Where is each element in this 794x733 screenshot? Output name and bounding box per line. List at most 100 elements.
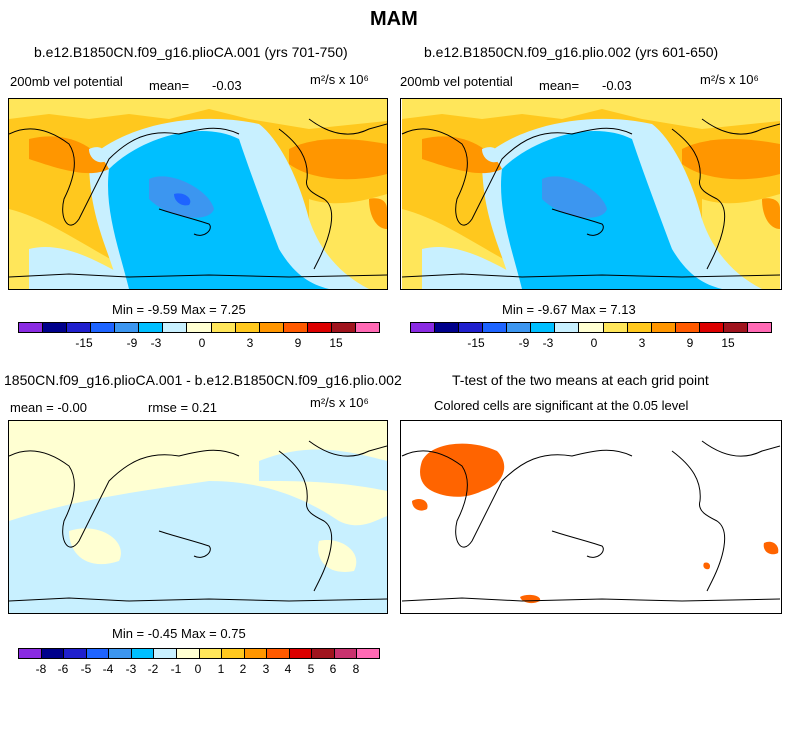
- colorbar-swatch: [579, 323, 604, 332]
- colorbar-swatch: [115, 323, 140, 332]
- field-band: [69, 528, 121, 565]
- colorbar-swatch: [64, 649, 87, 658]
- field-band: [682, 139, 780, 180]
- colorbar-swatch: [176, 649, 200, 658]
- panel2-colorbar: [410, 322, 772, 333]
- significant-region: [763, 541, 779, 555]
- field-band: [289, 139, 387, 180]
- colorbar-tick-label: 0: [198, 336, 206, 350]
- field-band: [542, 176, 607, 218]
- panel4-note: Colored cells are significant at the 0.0…: [434, 398, 689, 413]
- panel1-variable-label: 200mb vel potential: [10, 74, 123, 89]
- colorbar-tick-label: -6: [57, 662, 69, 676]
- colorbar-swatch: [41, 649, 65, 658]
- colorbar-swatch: [131, 649, 155, 658]
- panel2-mean-label: mean=: [539, 78, 580, 93]
- panel4-significance-plot: [401, 421, 781, 613]
- colorbar-tick-label: 5: [307, 662, 315, 676]
- colorbar-swatch: [723, 323, 748, 332]
- coastlines: [401, 118, 781, 278]
- panel2-variable-label: 200mb vel potential: [400, 74, 513, 89]
- colorbar-swatch: [627, 323, 652, 332]
- colorbar-swatch: [675, 323, 700, 332]
- panel1-colorbar: [18, 322, 380, 333]
- colorbar-swatch: [267, 649, 290, 658]
- colorbar-tick-label: 1: [217, 662, 225, 676]
- colorbar-tick-label: 0: [590, 336, 598, 350]
- panel3-rmse: rmse = 0.21: [148, 400, 218, 415]
- colorbar-swatch: [163, 323, 188, 332]
- colorbar-swatch: [19, 323, 44, 332]
- field-band: [482, 147, 500, 163]
- panel3-colorbar: [18, 648, 380, 659]
- colorbar-tick-label: 9: [294, 336, 302, 350]
- panel2-contour-plot: [401, 99, 781, 289]
- panel1-mean-value: -0.03: [212, 78, 242, 93]
- field-band: [369, 198, 387, 229]
- figure-title: MAM: [370, 8, 418, 30]
- colorbar-swatch: [555, 323, 580, 332]
- panel2-map: [400, 98, 782, 290]
- colorbar-swatch: [187, 323, 212, 332]
- panel3-units: m²/s x 10⁶: [310, 395, 369, 410]
- significant-region: [420, 443, 505, 497]
- colorbar-swatch: [222, 649, 245, 658]
- colorbar-swatch: [603, 323, 628, 332]
- colorbar-tick-label: 15: [721, 336, 735, 350]
- colorbar-tick-label: 9: [686, 336, 694, 350]
- colorbar-tick-label: 6: [329, 662, 337, 676]
- panel2-title: b.e12.B1850CN.f09_g16.plio.002 (yrs 601-…: [424, 44, 719, 60]
- colorbar-swatch: [91, 323, 116, 332]
- colorbar-tick-label: -8: [35, 662, 47, 676]
- colorbar-swatch: [259, 323, 284, 332]
- colorbar-tick-label: 3: [246, 336, 254, 350]
- colorbar-tick-label: -3: [542, 336, 554, 350]
- panel3-map: [8, 420, 388, 614]
- colorbar-tick-label: -3: [125, 662, 137, 676]
- colorbar-swatch: [109, 649, 132, 658]
- colorbar-swatch: [235, 323, 260, 332]
- colorbar-tick-label: 4: [284, 662, 292, 676]
- colorbar-swatch: [307, 323, 332, 332]
- field-band: [174, 193, 191, 206]
- coastlines: [9, 440, 387, 602]
- colorbar-tick-label: -2: [147, 662, 159, 676]
- colorbar-swatch: [312, 649, 335, 658]
- field-band: [501, 130, 722, 289]
- colorbar-tick-label: -4: [102, 662, 114, 676]
- colorbar-swatch: [139, 323, 164, 332]
- field-band: [259, 449, 387, 491]
- field-band: [762, 198, 780, 229]
- panel3-contour-plot: [9, 421, 387, 613]
- colorbar-tick-label: 8: [352, 662, 360, 676]
- field-band: [29, 136, 109, 174]
- colorbar-swatch: [531, 323, 556, 332]
- colorbar-tick-label: -3: [150, 336, 162, 350]
- panel1-title: b.e12.B1850CN.f09_g16.plioCA.001 (yrs 70…: [34, 44, 348, 60]
- panel4-title: T-test of the two means at each grid poi…: [452, 372, 709, 388]
- colorbar-swatch: [459, 323, 484, 332]
- panel1-units: m²/s x 10⁶: [310, 72, 369, 87]
- colorbar-tick-label: -15: [467, 336, 485, 350]
- coastlines: [9, 118, 387, 278]
- colorbar-tick-label: 3: [262, 662, 270, 676]
- colorbar-swatch: [19, 649, 42, 658]
- colorbar-swatch: [86, 649, 110, 658]
- colorbar-tick-label: 15: [329, 336, 343, 350]
- coastlines: [401, 440, 781, 602]
- colorbar-swatch: [699, 323, 724, 332]
- field-band: [422, 136, 502, 174]
- field-band: [9, 99, 387, 129]
- colorbar-swatch: [357, 649, 379, 658]
- panel1-map: [8, 98, 388, 290]
- panel3-mean: mean = -0.00: [10, 400, 87, 415]
- colorbar-tick-label: 0: [194, 662, 202, 676]
- colorbar-tick-label: -1: [170, 662, 182, 676]
- colorbar-tick-label: -9: [518, 336, 530, 350]
- field-band: [108, 130, 329, 289]
- colorbar-swatch: [411, 323, 436, 332]
- field-band: [318, 540, 357, 572]
- colorbar-tick-label: -5: [80, 662, 92, 676]
- panel1-stats: Min = -9.59 Max = 7.25: [112, 302, 246, 317]
- colorbar-swatch: [651, 323, 676, 332]
